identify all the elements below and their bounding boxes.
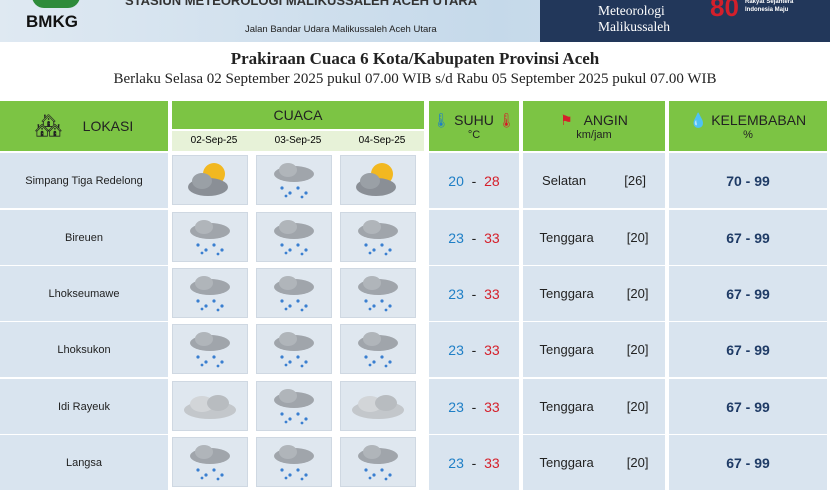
temperature-range: 23 - 33	[429, 435, 519, 490]
humidity: 67 - 99	[669, 435, 827, 490]
header-suhu: 🌡 SUHU 🌡 °C	[429, 101, 519, 151]
rain-icon	[340, 437, 416, 487]
wind: Tenggara [20]	[523, 266, 665, 321]
table-row: Simpang Tiga Redelong 20 - 28 Selatan [26…	[0, 153, 830, 208]
bmkg-logo: BMKG	[22, 0, 92, 42]
rain-icon	[340, 268, 416, 318]
temperature-range: 20 - 28	[429, 153, 519, 208]
table-row: Lhokseumawe 23 - 33 Tenggara [20] 67 - 99	[0, 266, 830, 321]
temperature-range: 23 - 33	[429, 322, 519, 377]
header-lokasi: 🏘 LOKASI	[0, 101, 168, 151]
station-name: STASIUN METEOROLOGI MALIKUSSALEH ACEH UT…	[125, 0, 478, 8]
partly-cloudy-icon	[172, 155, 248, 205]
rain-icon	[172, 437, 248, 487]
validity-subtitle: Berlaku Selasa 02 September 2025 pukul 0…	[113, 71, 717, 87]
header-angin: ⚑ ANGIN km/jam	[523, 101, 665, 151]
station-address: Jalan Bandar Udara Malikussaleh Aceh Uta…	[245, 24, 437, 35]
rain-icon	[340, 324, 416, 374]
house-icon: 🏘	[34, 113, 63, 138]
anniversary-tagline: Rakyat Sejahtera Indonesia Maju	[745, 0, 794, 13]
partly-cloudy-icon	[340, 155, 416, 205]
rain-icon	[172, 212, 248, 262]
location-name: Langsa	[0, 435, 168, 490]
table-row: Idi Rayeuk 23 - 33 Tenggara [20] 67 - 99	[0, 379, 830, 434]
table-row: Langsa 23 - 33 Tenggara [20] 67 - 99	[0, 435, 830, 490]
thermometer-icon: 🌡	[432, 111, 451, 128]
humidity: 67 - 99	[669, 322, 827, 377]
windsock-icon: ⚑	[560, 111, 573, 128]
rain-icon	[256, 437, 332, 487]
rain-icon	[172, 268, 248, 318]
temperature-range: 23 - 33	[429, 379, 519, 434]
location-name: Lhokseumawe	[0, 266, 168, 321]
header-cuaca: CUACA	[172, 101, 424, 129]
page-title: Prakiraan Cuaca 6 Kota/Kabupaten Provins…	[230, 49, 600, 68]
wind: Tenggara [20]	[523, 435, 665, 490]
rain-icon	[256, 212, 332, 262]
humidity: 70 - 99	[669, 153, 827, 208]
rain-icon	[340, 212, 416, 262]
rain-icon	[256, 268, 332, 318]
cloudy-icon	[172, 381, 248, 431]
rain-icon	[256, 381, 332, 431]
anniversary-logo: 80	[710, 0, 739, 22]
thermometer-hot-icon: 🌡	[497, 111, 516, 128]
humidity: 67 - 99	[669, 266, 827, 321]
wind: Tenggara [20]	[523, 322, 665, 377]
banner: BMKG STASIUN METEOROLOGI MALIKUSSALEH AC…	[0, 0, 830, 42]
station-panel: Meteorologi Malikussaleh 80 Rakyat Sejaht…	[540, 0, 830, 42]
temperature-range: 23 - 33	[429, 266, 519, 321]
location-name: Simpang Tiga Redelong	[0, 153, 168, 208]
location-name: Idi Rayeuk	[0, 379, 168, 434]
location-name: Bireuen	[0, 210, 168, 265]
rain-icon	[172, 324, 248, 374]
station-short-name: Meteorologi Malikussaleh	[598, 3, 670, 34]
cloudy-icon	[340, 381, 416, 431]
humidity: 67 - 99	[669, 210, 827, 265]
wind: Tenggara [20]	[523, 210, 665, 265]
wind: Selatan [26]	[523, 153, 665, 208]
wind: Tenggara [20]	[523, 379, 665, 434]
rain-icon	[256, 324, 332, 374]
temperature-range: 23 - 33	[429, 210, 519, 265]
rain-icon	[256, 155, 332, 205]
table-row: Bireuen 23 - 33 Tenggara [20] 67 - 99	[0, 210, 830, 265]
location-name: Lhoksukon	[0, 322, 168, 377]
date-subheader: 02-Sep-25 03-Sep-25 04-Sep-25	[172, 131, 424, 151]
droplet-icon: 💧	[689, 111, 708, 128]
header-kelembaban: 💧 KELEMBABAN %	[669, 101, 827, 151]
humidity: 67 - 99	[669, 379, 827, 434]
table-row: Lhoksukon 23 - 33 Tenggara [20] 67 - 99	[0, 322, 830, 377]
